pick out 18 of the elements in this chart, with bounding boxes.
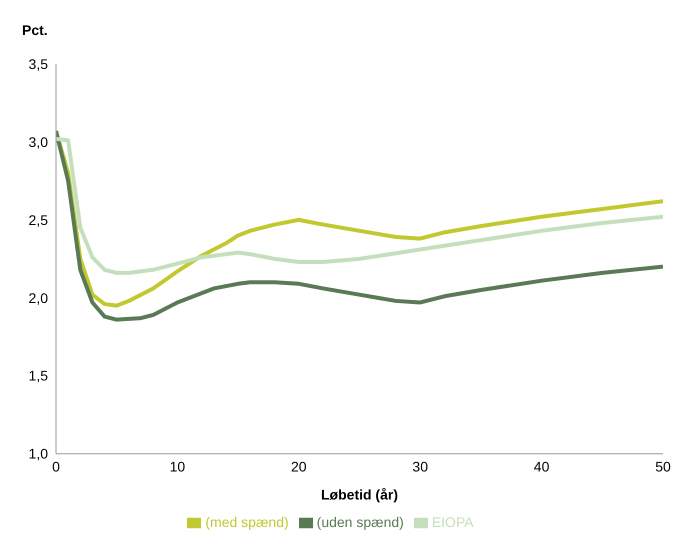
- x-tick-label: 0: [52, 458, 60, 475]
- x-tick-label: 20: [291, 458, 307, 475]
- x-tick-label: 40: [534, 458, 550, 475]
- y-axis-title: Pct.: [22, 22, 48, 38]
- legend-label: (uden spænd): [316, 514, 404, 530]
- y-tick-label: 3,0: [28, 134, 48, 150]
- x-tick-label: 50: [655, 458, 671, 475]
- x-tick-label: 10: [170, 458, 186, 475]
- legend-label: (med spænd): [205, 514, 289, 530]
- x-axis-title: Løbetid (år): [321, 486, 398, 503]
- legend-label: EIOPA: [432, 514, 474, 530]
- line-series: [56, 136, 663, 275]
- y-tick-label: 2,0: [28, 290, 48, 306]
- y-tick-label: 3,5: [28, 56, 48, 72]
- y-tick-label: 2,5: [28, 212, 48, 228]
- y-tick-label: 1,0: [28, 446, 48, 462]
- y-tick-label: 1,5: [28, 368, 48, 384]
- x-tick-label: 30: [412, 458, 428, 475]
